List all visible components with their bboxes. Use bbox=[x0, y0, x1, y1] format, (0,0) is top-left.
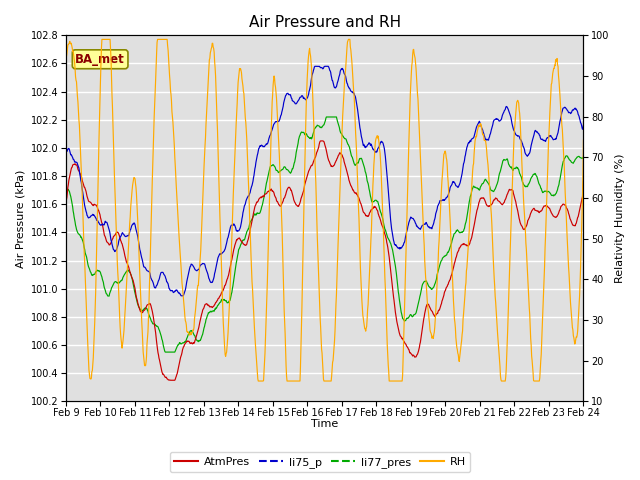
X-axis label: Time: Time bbox=[311, 419, 339, 429]
Y-axis label: Relativity Humidity (%): Relativity Humidity (%) bbox=[615, 154, 625, 283]
Title: Air Pressure and RH: Air Pressure and RH bbox=[248, 15, 401, 30]
Text: BA_met: BA_met bbox=[76, 53, 125, 66]
Y-axis label: Air Pressure (kPa): Air Pressure (kPa) bbox=[15, 169, 25, 267]
Legend: AtmPres, li75_p, li77_pres, RH: AtmPres, li75_p, li77_pres, RH bbox=[170, 452, 470, 472]
